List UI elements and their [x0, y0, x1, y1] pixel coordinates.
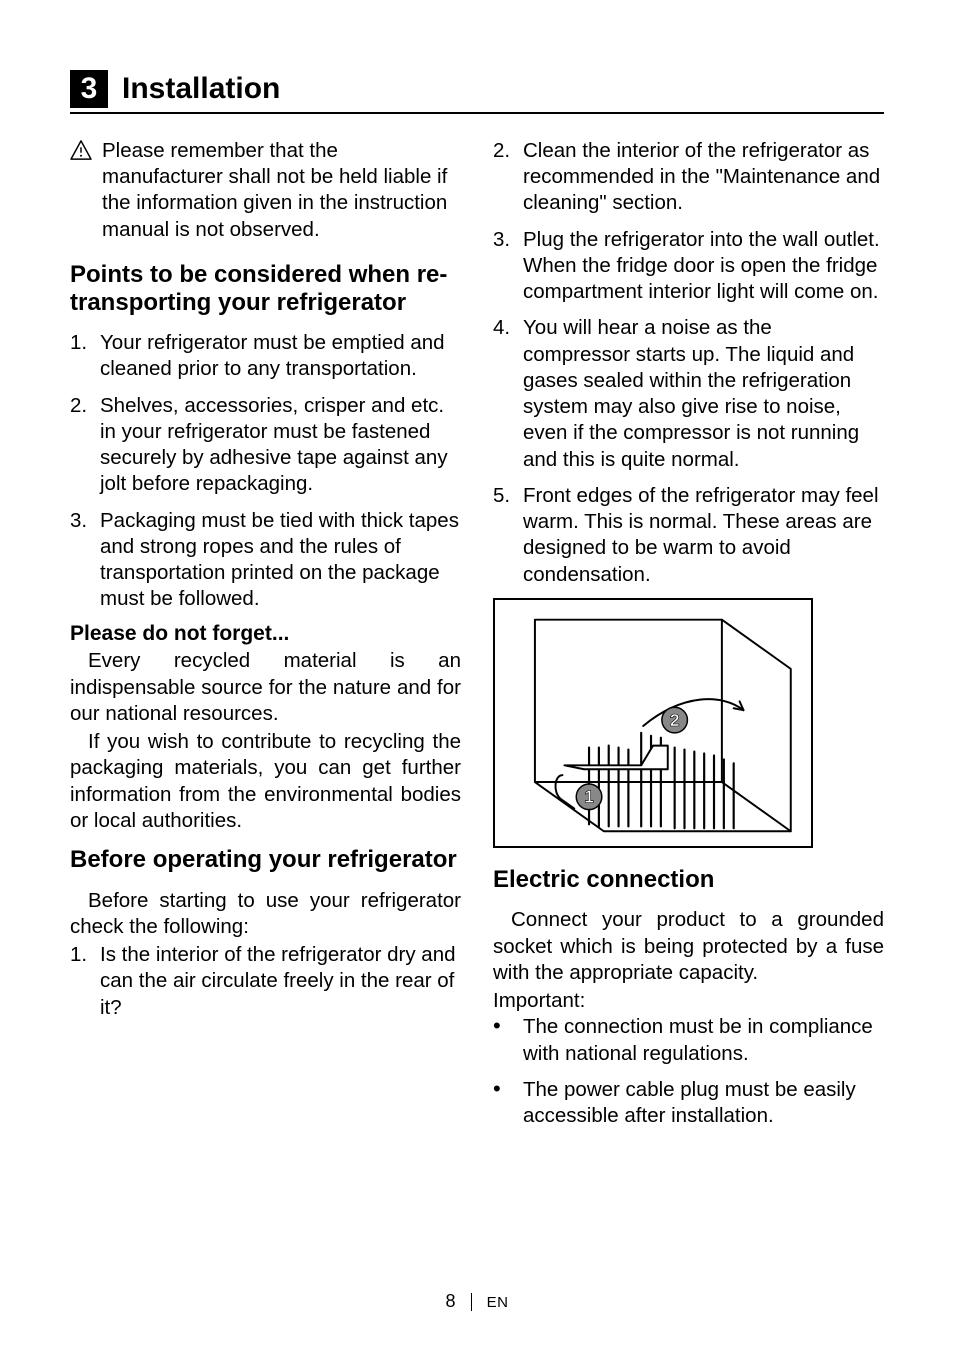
- list-num: 1.: [70, 330, 100, 382]
- list-num: 4.: [493, 315, 523, 472]
- list-text: The connection must be in compliance wit…: [523, 1014, 884, 1066]
- list-text: Shelves, accessories, crisper and etc. i…: [100, 393, 461, 498]
- page-footer: 8 EN: [0, 1291, 954, 1312]
- list-item: 4.You will hear a noise as the compresso…: [493, 315, 884, 472]
- list-item: The power cable plug must be easily acce…: [493, 1077, 884, 1129]
- left-column: Please remember that the manufacturer sh…: [70, 138, 461, 1139]
- electric-para: Connect your product to a grounded socke…: [493, 907, 884, 986]
- transport-list: 1.Your refrigerator must be emptied and …: [70, 330, 461, 612]
- right-column: 2.Clean the interior of the refrigerator…: [493, 138, 884, 1139]
- recycle-para-2: If you wish to contribute to recycling t…: [70, 729, 461, 834]
- warning-note: Please remember that the manufacturer sh…: [70, 138, 461, 243]
- list-item: 2.Shelves, accessories, crisper and etc.…: [70, 393, 461, 498]
- list-item: The connection must be in compliance wit…: [493, 1014, 884, 1066]
- footer-separator: [471, 1293, 472, 1311]
- section-number-badge: 3: [70, 70, 108, 108]
- section-header: 3 Installation: [70, 70, 884, 114]
- important-label: Important:: [493, 988, 884, 1014]
- list-num: 2.: [493, 138, 523, 217]
- recycle-para-1: Every recycled material is an indispensa…: [70, 648, 461, 727]
- list-text: Your refrigerator must be emptied and cl…: [100, 330, 461, 382]
- before-operating-list-right: 2.Clean the interior of the refrigerator…: [493, 138, 884, 588]
- two-column-layout: Please remember that the manufacturer sh…: [70, 138, 884, 1139]
- electric-bullets: The connection must be in compliance wit…: [493, 1014, 884, 1129]
- list-text: Front edges of the refrigerator may feel…: [523, 483, 884, 588]
- callout-2-label: 2: [670, 710, 680, 730]
- list-text: Plug the refrigerator into the wall outl…: [523, 227, 884, 306]
- list-num: 3.: [70, 508, 100, 613]
- list-item: 3.Packaging must be tied with thick tape…: [70, 508, 461, 613]
- heading-points-to-consider: Points to be considered when re-transpor…: [70, 261, 461, 316]
- before-operating-list-left: 1.Is the interior of the refrigerator dr…: [70, 942, 461, 1021]
- callout-1-label: 1: [584, 786, 594, 806]
- list-text: Clean the interior of the refrigerator a…: [523, 138, 884, 217]
- list-num: 2.: [70, 393, 100, 498]
- list-text: You will hear a noise as the compressor …: [523, 315, 884, 472]
- callout-1: 1: [576, 784, 602, 810]
- diagram-svg: 2 1: [495, 600, 811, 846]
- list-item: 1.Your refrigerator must be emptied and …: [70, 330, 461, 382]
- list-text: The power cable plug must be easily acce…: [523, 1077, 884, 1129]
- list-item: 3.Plug the refrigerator into the wall ou…: [493, 227, 884, 306]
- before-operating-intro: Before starting to use your refrigerator…: [70, 888, 461, 940]
- list-num: 5.: [493, 483, 523, 588]
- page-language: EN: [487, 1294, 509, 1311]
- heading-electric-connection: Electric connection: [493, 866, 884, 894]
- list-item: 2.Clean the interior of the refrigerator…: [493, 138, 884, 217]
- heading-do-not-forget: Please do not forget...: [70, 622, 461, 646]
- list-item: 1.Is the interior of the refrigerator dr…: [70, 942, 461, 1021]
- list-num: 1.: [70, 942, 100, 1021]
- list-num: 3.: [493, 227, 523, 306]
- list-text: Is the interior of the refrigerator dry …: [100, 942, 461, 1021]
- warning-icon: [70, 140, 92, 165]
- callout-2: 2: [662, 707, 688, 733]
- list-item: 5.Front edges of the refrigerator may fe…: [493, 483, 884, 588]
- section-title: Installation: [122, 72, 280, 106]
- warning-text: Please remember that the manufacturer sh…: [102, 138, 461, 243]
- heading-before-operating: Before operating your refrigerator: [70, 846, 461, 874]
- refrigerator-rear-diagram: 2 1: [493, 598, 813, 848]
- page-number: 8: [446, 1291, 456, 1311]
- list-text: Packaging must be tied with thick tapes …: [100, 508, 461, 613]
